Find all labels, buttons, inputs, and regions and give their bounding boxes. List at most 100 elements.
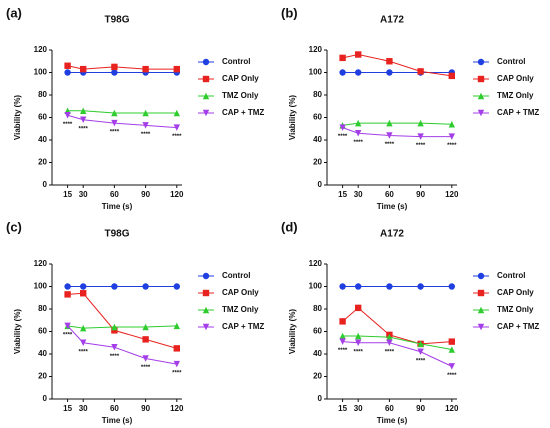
point <box>448 283 455 290</box>
significance-label: **** <box>447 373 457 379</box>
point <box>142 323 149 331</box>
significance-label: **** <box>63 332 73 338</box>
significance-label: **** <box>141 365 151 371</box>
legend-marker <box>202 109 210 117</box>
y-tick-label: 80 <box>38 304 47 313</box>
point <box>142 122 149 129</box>
point <box>355 130 362 137</box>
legend-marker <box>477 92 485 100</box>
point <box>173 109 180 117</box>
y-tick-label: 120 <box>34 45 48 54</box>
significance-label: **** <box>385 142 395 148</box>
point <box>339 69 346 76</box>
legend-marker <box>202 92 210 100</box>
significance-label: **** <box>385 349 395 355</box>
legend-label: CAP + TMZ <box>497 322 539 331</box>
point <box>355 69 362 76</box>
panel-label: (d) <box>281 219 298 234</box>
legend-label: TMZ Only <box>222 305 259 314</box>
x-tick-label: 90 <box>416 404 425 413</box>
point <box>173 283 180 290</box>
legend-label: Control <box>222 271 250 280</box>
chart-title: T98G <box>104 229 129 240</box>
x-tick-label: 90 <box>141 190 150 199</box>
point <box>80 283 87 290</box>
x-axis-label: Time (s) <box>377 202 408 211</box>
point <box>386 58 393 65</box>
point <box>448 72 455 80</box>
y-axis-label: Viability (%) <box>288 95 297 141</box>
significance-label: **** <box>354 140 364 146</box>
point <box>111 283 118 290</box>
point <box>448 133 455 140</box>
point <box>173 322 180 330</box>
y-tick-label: 20 <box>38 372 47 381</box>
point <box>173 124 180 131</box>
point <box>142 283 149 290</box>
panel: (b) A172 0 20 40 60 80 100 120 15 30 60 90 120 Time (s… <box>281 5 539 211</box>
legend-marker <box>202 323 210 331</box>
point <box>111 323 118 331</box>
point <box>339 332 346 340</box>
point <box>355 51 362 58</box>
point <box>386 283 393 290</box>
point <box>173 360 180 368</box>
legend-marker <box>477 75 485 83</box>
legend-label: Control <box>497 57 525 66</box>
point <box>111 109 118 117</box>
point <box>64 62 71 69</box>
legend-marker <box>477 323 485 331</box>
point <box>339 283 346 290</box>
y-tick-label: 100 <box>34 282 48 291</box>
y-axis-label: Viability (%) <box>13 309 22 355</box>
y-tick-label: 100 <box>34 68 48 77</box>
panel-label: (b) <box>281 5 298 20</box>
legend-marker <box>477 272 485 280</box>
legend-label: CAP + TMZ <box>222 108 264 117</box>
point <box>111 327 118 334</box>
point <box>80 290 87 297</box>
y-tick-label: 60 <box>38 327 47 336</box>
legend-marker <box>202 58 210 66</box>
point <box>142 336 149 343</box>
point <box>355 304 362 312</box>
y-tick-label: 80 <box>38 90 47 99</box>
legend-label: CAP Only <box>222 74 259 83</box>
x-tick-label: 15 <box>63 404 72 413</box>
point <box>339 318 346 325</box>
significance-label: **** <box>416 358 426 364</box>
point <box>80 324 87 332</box>
legend-label: Control <box>497 271 525 280</box>
point <box>386 339 393 346</box>
point <box>64 291 71 298</box>
significance-label: **** <box>447 143 457 149</box>
x-tick-label: 60 <box>110 190 119 199</box>
point <box>80 116 87 123</box>
significance-label: **** <box>172 371 182 377</box>
point <box>417 119 424 127</box>
legend-label: TMZ Only <box>497 305 534 314</box>
y-tick-label: 80 <box>313 90 322 99</box>
x-tick-label: 15 <box>338 404 347 413</box>
point <box>111 119 118 127</box>
point <box>80 107 87 114</box>
x-tick-label: 15 <box>338 190 347 199</box>
significance-label: **** <box>110 130 120 136</box>
legend-marker <box>477 289 485 297</box>
point <box>111 63 118 71</box>
y-tick-label: 20 <box>313 372 322 381</box>
legend-label: CAP Only <box>497 288 534 297</box>
point <box>355 283 362 290</box>
point <box>111 69 118 76</box>
point <box>355 332 362 340</box>
y-tick-label: 120 <box>309 45 323 54</box>
x-tick-label: 60 <box>385 190 394 199</box>
point <box>448 338 455 345</box>
point <box>386 333 393 341</box>
legend-marker <box>202 75 210 83</box>
legend-marker <box>477 109 485 117</box>
y-tick-label: 80 <box>313 304 322 313</box>
point <box>386 132 393 139</box>
